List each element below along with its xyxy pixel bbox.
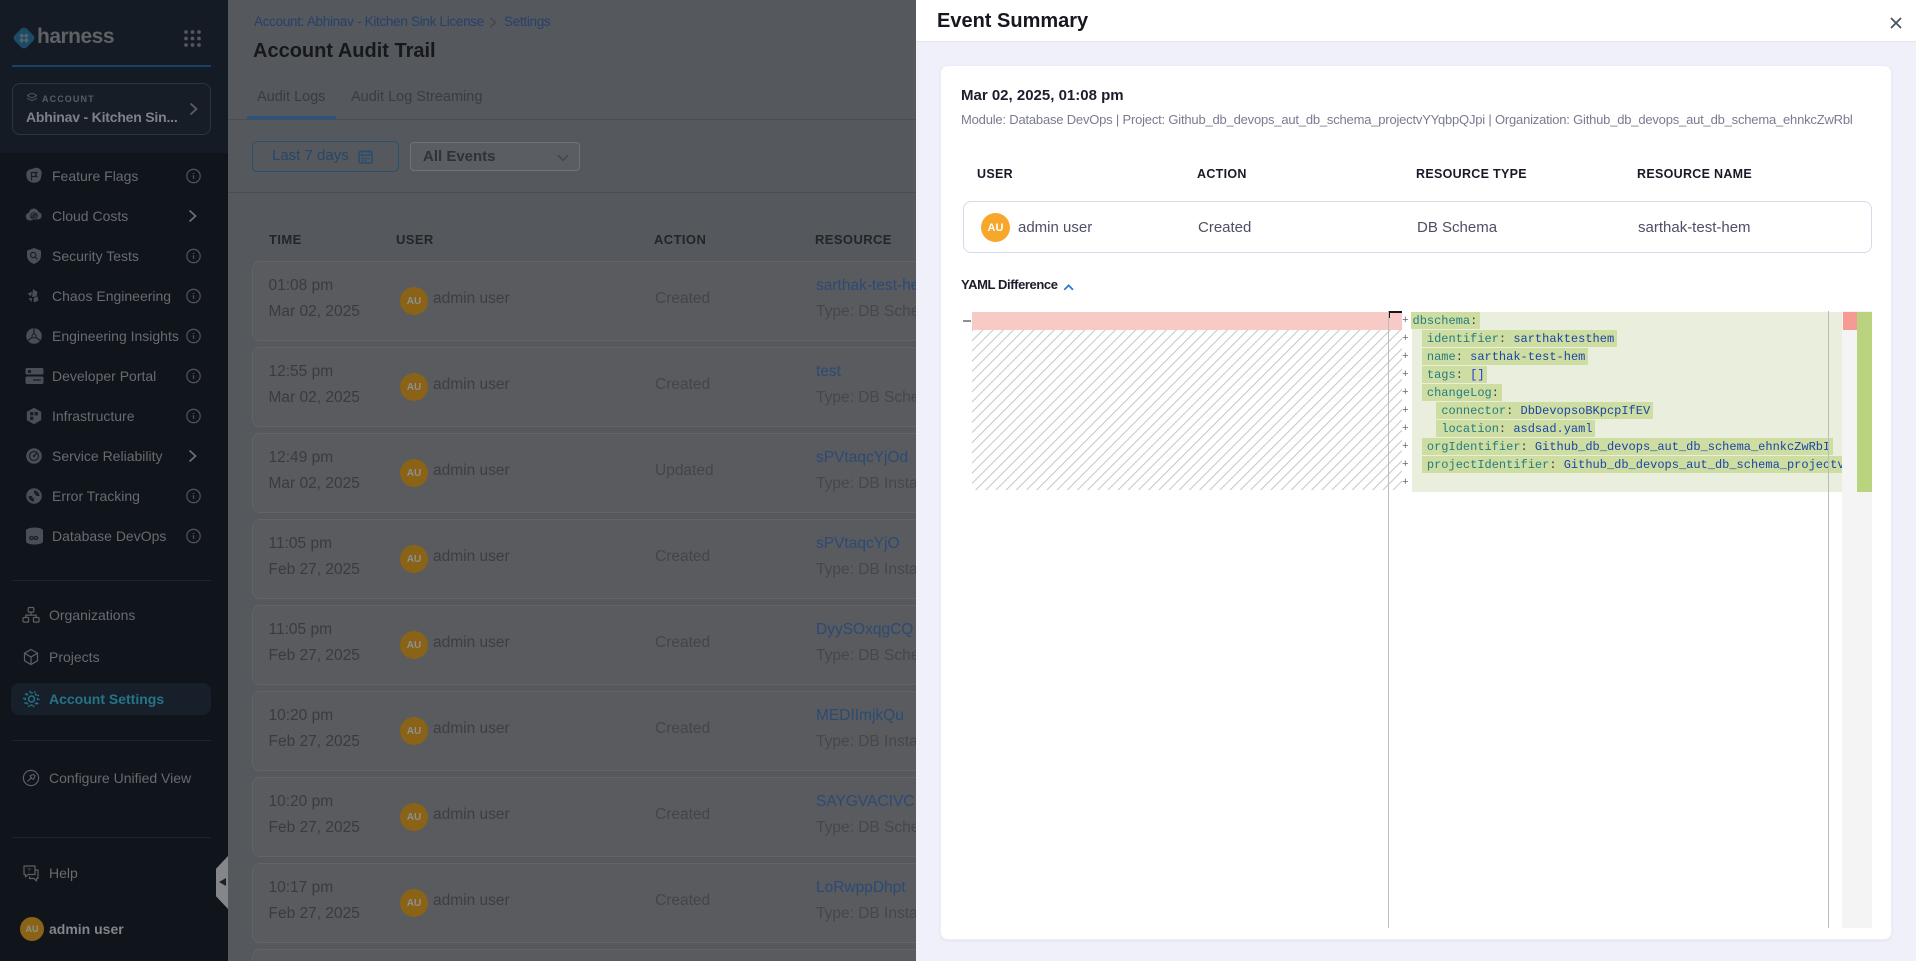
svg-text:?: ? bbox=[27, 868, 31, 875]
